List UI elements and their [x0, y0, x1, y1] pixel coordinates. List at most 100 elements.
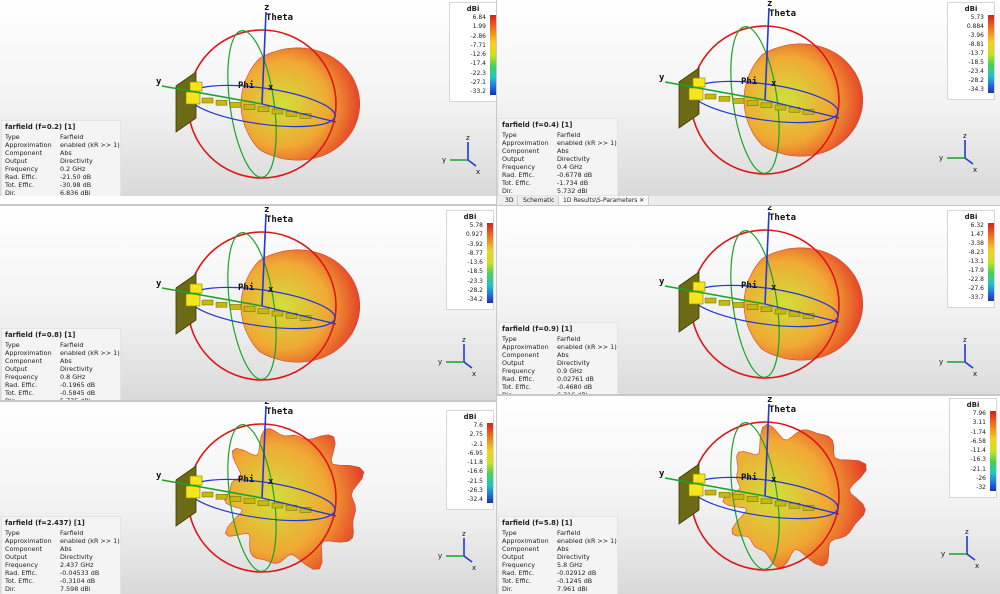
info-key: Rad. Effic.: [5, 173, 38, 181]
info-value: Directivity: [557, 553, 590, 561]
farfield-info-box: farfield (f=2.437) [1] Type Farfield Approx…: [1, 516, 121, 594]
antenna-element: [718, 491, 731, 498]
antenna-element: [271, 310, 284, 317]
info-value: Directivity: [60, 157, 93, 165]
color-scale-legend: dBi 7.96 3.11 -1.74 -6.58 -11.4 -16.3 -21.1 -26 -…: [949, 398, 997, 498]
antenna-element: [760, 498, 773, 505]
z-axis-label: z: [264, 206, 269, 215]
info-row-rad: Rad. Effic. -0.6778 dB: [502, 171, 622, 179]
antenna-element: [243, 104, 256, 110]
color-scale-tick: 6.32: [970, 222, 984, 229]
info-key: Frequency: [502, 561, 536, 569]
info-value: Directivity: [557, 359, 590, 367]
info-row-type: Type Farfield: [5, 341, 125, 349]
color-scale-gradient: [487, 223, 493, 303]
color-scale-tick: -8.81: [968, 41, 984, 48]
phi-label: Phi: [741, 472, 758, 483]
color-scale-tick: -27.6: [968, 285, 984, 292]
color-scale-gradient: [990, 411, 996, 491]
tab-1d-results-label: 1D Results\S-Parameters: [563, 197, 638, 204]
tab-schematic[interactable]: Schematic: [519, 196, 560, 205]
triad-y-label: y: [442, 156, 446, 164]
y-axis-line: [664, 285, 766, 305]
antenna-feed-block: [189, 283, 203, 294]
triad-z-label: z: [466, 134, 470, 142]
triad-x-label: x: [476, 168, 480, 176]
triad-x-arrow: [964, 157, 974, 165]
info-key: Dir.: [502, 187, 513, 195]
info-row-dir: Dir. 7.598 dBi: [5, 585, 125, 593]
info-key: Approximation: [502, 139, 549, 147]
triad-x-label: x: [472, 370, 476, 378]
triad-x-label: x: [975, 562, 979, 570]
farfield-info-box: farfield (f=0.2) [1] Type Farfield Approxim…: [1, 120, 121, 196]
orientation-triad: z y x: [438, 336, 476, 378]
info-key: Output: [5, 157, 28, 165]
info-key: Component: [5, 149, 43, 157]
z-axis-line: [261, 405, 267, 499]
info-value: -0.4680 dB: [557, 383, 593, 391]
z-axis-label: z: [767, 396, 772, 405]
info-key: Approximation: [5, 141, 52, 149]
y-axis-line: [664, 477, 766, 497]
triad-x-arrow: [463, 361, 473, 369]
triad-x-arrow: [966, 553, 976, 561]
antenna-element: [718, 299, 731, 306]
triad-z-label: z: [963, 336, 967, 344]
antenna-element: [746, 496, 759, 502]
info-row-component: Component Abs: [5, 357, 125, 365]
x-axis-line: [261, 497, 337, 517]
tab-1d-results[interactable]: 1D Results\S-Parameters ✕: [559, 196, 650, 205]
antenna-element: [704, 297, 717, 304]
info-key: Type: [502, 335, 517, 343]
antenna-feed-block: [185, 485, 201, 499]
color-scale-gradient: [487, 423, 493, 503]
farfield-view-6[interactable]: z Theta y x Phi z y x dBi 7.96 3.11 -1.74 -6.58 -11.4…: [497, 396, 1000, 594]
antenna-element: [774, 308, 787, 315]
info-row-type: Type Farfield: [502, 335, 622, 343]
farfield-view-4[interactable]: z Theta y x Phi z y x dBi 6.32 1.47 -3.38 -8.23 -13.1…: [497, 206, 1000, 400]
antenna-feed-block: [692, 77, 706, 88]
tab-3d[interactable]: 3D: [501, 196, 519, 205]
farfield-view-1[interactable]: z Theta y x Phi z y x dBi 6.84 1.99 -2.86 -7.71 -12.6…: [0, 0, 497, 196]
farfield-view-3[interactable]: z Theta y x Phi z y x dBi 5.78 0.927 -3.92 -8.77 -13.…: [0, 206, 497, 400]
close-icon[interactable]: ✕: [639, 197, 645, 204]
color-scale-tick: -13.1: [968, 258, 984, 265]
info-row-frequency: Frequency 0.8 GHz: [5, 373, 125, 381]
farfield-view-5[interactable]: z Theta y x Phi z y x dBi 7.6 2.75 -2.1 -6.95 -11.8 -1…: [0, 402, 497, 594]
phi-label: Phi: [238, 474, 255, 485]
info-key: Type: [5, 529, 20, 537]
x-axis-label: x: [268, 83, 274, 93]
info-row-component: Component Abs: [5, 149, 125, 157]
info-value: -0.1965 dB: [60, 381, 96, 389]
antenna-element: [215, 99, 228, 106]
x-axis-label: x: [268, 285, 274, 295]
info-key: Approximation: [502, 537, 549, 545]
info-key: Component: [5, 357, 43, 365]
info-row-frequency: Frequency 0.4 GHz: [502, 163, 622, 171]
color-scale-tick: 5.73: [970, 14, 984, 21]
triad-x-arrow: [467, 159, 477, 167]
info-value: -0.5845 dB: [60, 389, 96, 397]
info-value: 5.732 dBi: [557, 187, 588, 195]
triad-x-label: x: [973, 166, 977, 174]
info-key: Approximation: [5, 349, 52, 357]
info-value: -0.04533 dB: [60, 569, 100, 577]
x-axis-line: [261, 305, 337, 325]
color-scale-tick: -3.38: [968, 240, 984, 247]
antenna-element: [215, 493, 228, 500]
z-axis-line: [261, 213, 267, 307]
x-axis-line: [764, 99, 840, 119]
antenna-element: [201, 491, 214, 498]
farfield-view-2[interactable]: z Theta y x Phi z y x dBi 5.73 0.884 -3.96 -8.81 -13.…: [497, 0, 1000, 196]
info-value: 0.8 GHz: [60, 373, 86, 381]
color-scale-tick: -26: [976, 474, 986, 482]
info-value: 0.2 GHz: [60, 165, 86, 173]
info-value: Directivity: [60, 365, 93, 373]
